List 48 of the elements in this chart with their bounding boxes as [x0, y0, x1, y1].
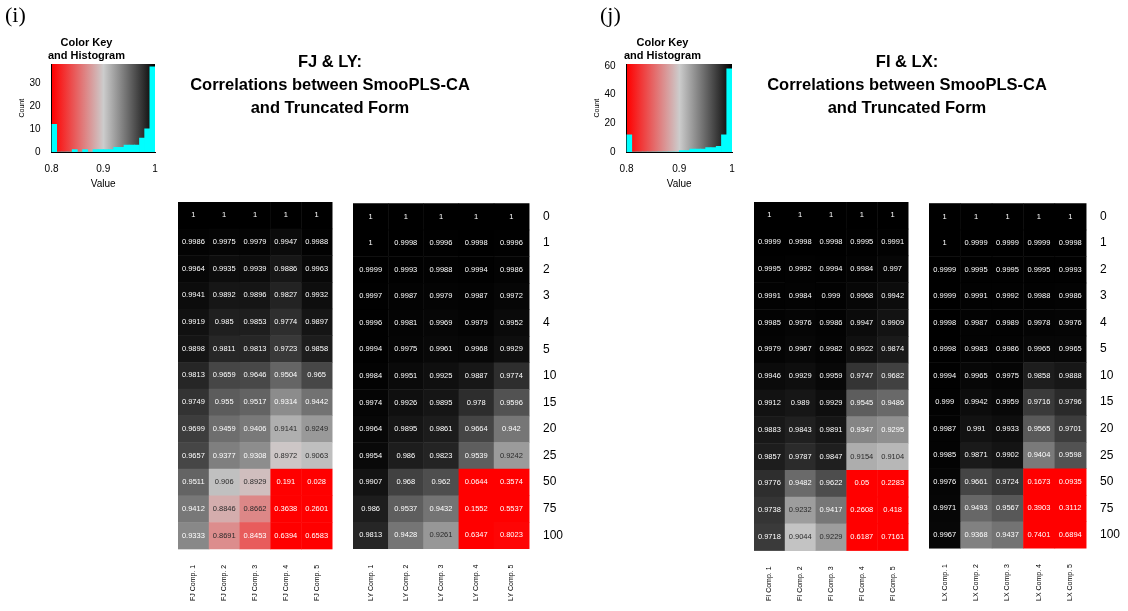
y2-tick-label: 5: [542, 341, 550, 356]
y-tick-label: 20: [604, 117, 616, 129]
x-axis-title: Value: [666, 177, 693, 189]
x-tick-label: 0.8: [44, 162, 59, 174]
y2-tick-label: 15: [1099, 394, 1114, 409]
y2-tick-label: 25: [542, 447, 557, 462]
y2-tick-label: 25: [1099, 447, 1114, 462]
y2-tick-label: 20: [542, 421, 557, 436]
y2-tick-label: 2: [542, 261, 550, 276]
chart-title: FJ & LY: Correlations between SmooPLS-CA and Truncated Form: [189, 51, 471, 118]
y-tick-label: 10: [29, 122, 41, 134]
y2-tick-label: 10: [1099, 367, 1114, 382]
x-tick-label: 1: [729, 162, 736, 174]
text: (i): [5, 2, 26, 28]
y2-tick-label: 15: [542, 394, 557, 409]
y-tick-label: 0: [34, 145, 41, 157]
y-tick-label: 60: [604, 59, 616, 71]
y2-tick-label: 10: [542, 368, 557, 383]
y2-tick-label: 1: [1099, 235, 1107, 250]
chart-title: Color Key and Histogram: [623, 35, 702, 61]
x-tick-label: 0.9: [672, 162, 687, 174]
y2-tick-label: 2: [1099, 261, 1107, 276]
y2-tick-label: 100: [542, 527, 564, 542]
text: (j): [600, 2, 621, 28]
y2-tick-label: 100: [1099, 527, 1121, 542]
y2-tick-label: 20: [1099, 420, 1114, 435]
chart-title: Color Key and Histogram: [47, 35, 126, 61]
y-tick-label: 0: [609, 145, 616, 157]
y2-tick-label: 0: [542, 208, 550, 223]
y2-tick-label: 4: [542, 315, 550, 330]
y2-tick-label: 3: [1099, 288, 1107, 303]
y2-tick-label: 3: [542, 288, 550, 303]
y-tick-label: 30: [29, 76, 41, 88]
y2-tick-label: 1: [542, 235, 550, 250]
x-axis-title: Value: [90, 177, 117, 189]
y-tick-label: 20: [29, 99, 41, 111]
y2-tick-label: 5: [1099, 341, 1107, 356]
y2-tick-label: 50: [1099, 474, 1114, 489]
x-tick-label: 0.9: [96, 162, 111, 174]
x-tick-label: 0.8: [619, 162, 634, 174]
y2-tick-label: 75: [1099, 500, 1114, 515]
y2-tick-label: 0: [1099, 208, 1107, 223]
y2-tick-label: 75: [542, 501, 557, 516]
y2-tick-label: 4: [1099, 314, 1107, 329]
y-tick-label: 40: [604, 88, 616, 100]
x-tick-label: 1: [152, 162, 159, 174]
chart-title: FI & LX: Correlations between SmooPLS-CA and Truncated Form: [766, 51, 1048, 118]
y2-tick-label: 50: [542, 474, 557, 489]
